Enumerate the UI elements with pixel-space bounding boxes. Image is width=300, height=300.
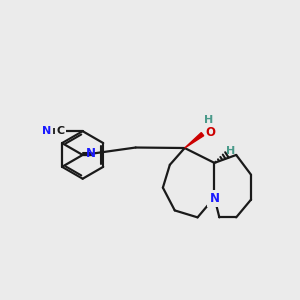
Text: N: N — [209, 192, 219, 205]
Text: O: O — [206, 126, 215, 139]
Text: H: H — [205, 115, 214, 125]
Text: N: N — [85, 148, 96, 160]
Text: N: N — [42, 126, 52, 136]
Polygon shape — [185, 133, 204, 148]
Text: H: H — [226, 146, 235, 156]
Text: C: C — [57, 126, 65, 136]
